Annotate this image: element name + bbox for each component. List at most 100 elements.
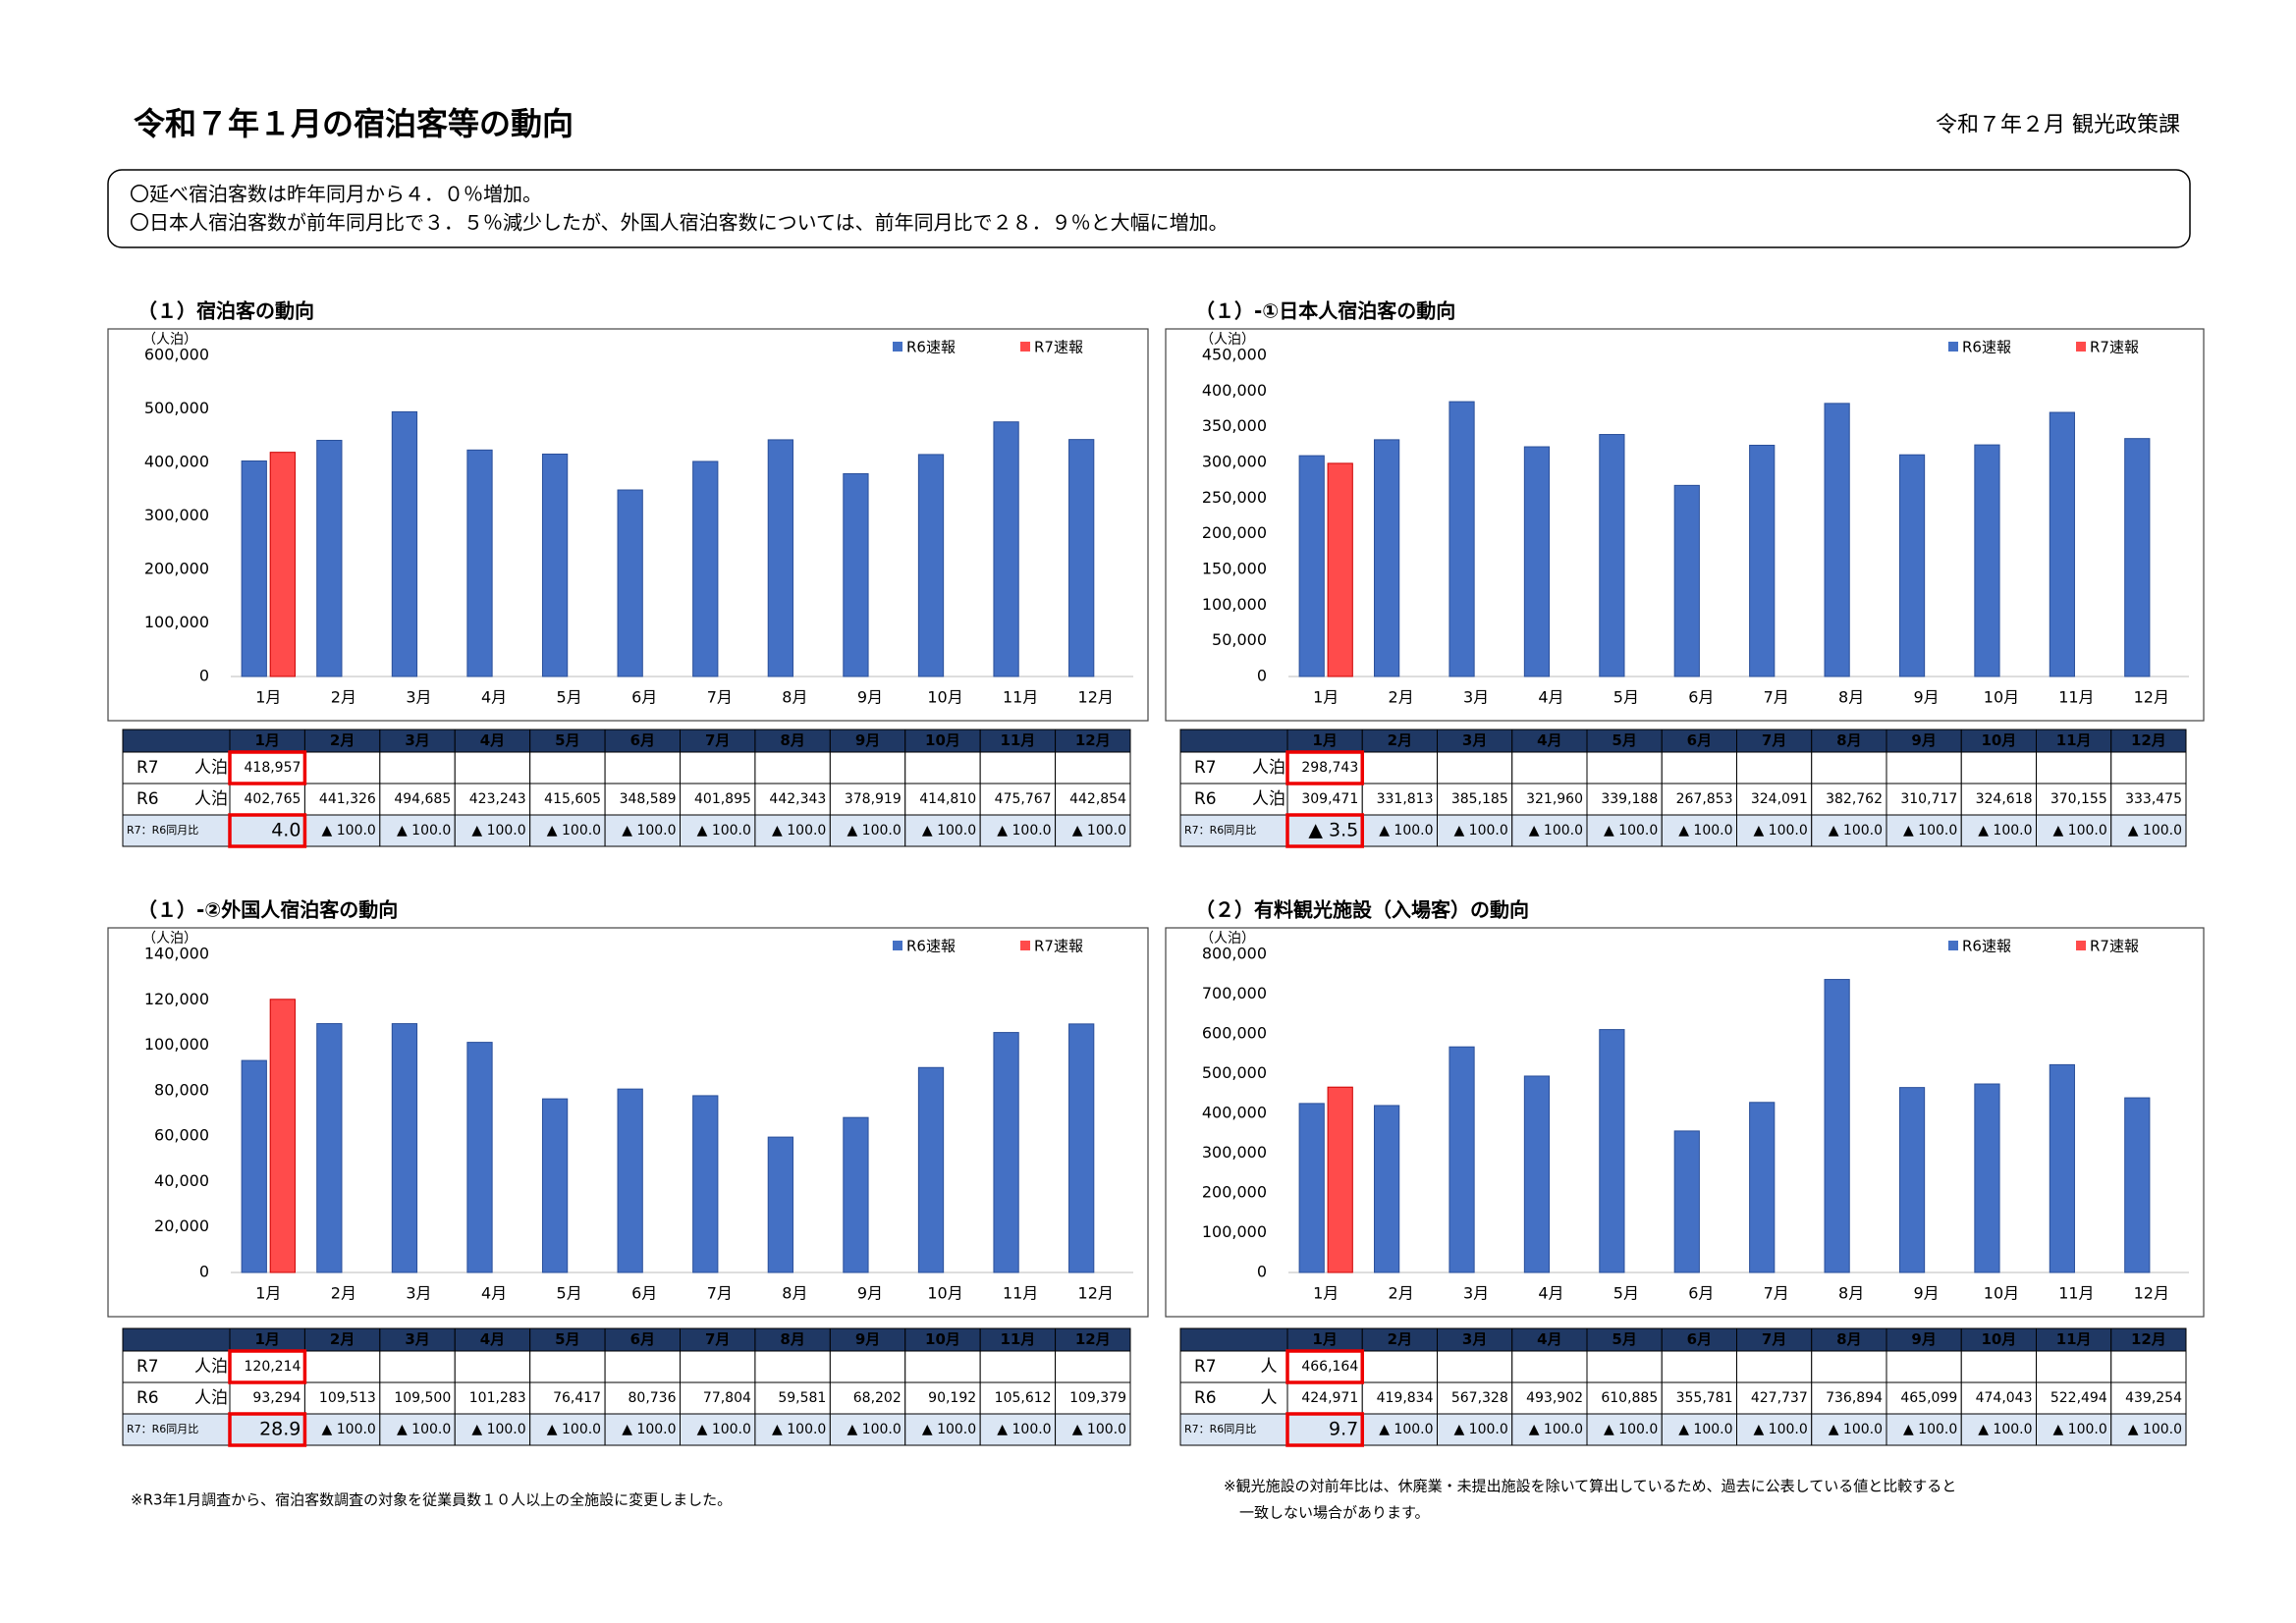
table-cell — [529, 1413, 606, 1446]
x-tick-label: 10月 — [1984, 1284, 2019, 1303]
ratio-value: ▲ 100.0 — [322, 1422, 376, 1437]
y-tick-label: 150,000 — [1202, 560, 1267, 578]
table-header: 11月 — [2056, 731, 2092, 749]
y-tick-label: 0 — [199, 667, 209, 685]
table-value: 439,254 — [2125, 1390, 2182, 1406]
table-cell — [979, 1413, 1057, 1446]
table-header: 11月 — [1000, 1330, 1035, 1348]
y-tick-label: 400,000 — [1202, 1104, 1267, 1122]
table-cell — [1437, 751, 1513, 784]
ratio-value: ▲ 100.0 — [2128, 823, 2182, 839]
table-cell — [529, 814, 606, 847]
ratio-value: ▲ 100.0 — [1453, 1422, 1507, 1437]
bar — [1298, 1103, 1325, 1273]
ratio-value: ▲ 100.0 — [1379, 823, 1433, 839]
ratio-value: ▲ 100.0 — [1903, 823, 1957, 839]
ratio-value: ▲ 100.0 — [471, 1422, 525, 1437]
page-title: 令和７年１月の宿泊客等の動向 — [134, 105, 574, 142]
highlight — [1285, 1349, 1364, 1384]
table-value: 355,781 — [1676, 1390, 1733, 1406]
row-unit: 人泊 — [194, 1388, 228, 1408]
legend-label: R6速報 — [1962, 938, 2011, 955]
highlight — [1285, 1412, 1364, 1447]
table-value: 474,043 — [1976, 1390, 2033, 1406]
bar — [1824, 979, 1850, 1273]
ratio-value: ▲ 100.0 — [1529, 823, 1583, 839]
x-tick-label: 8月 — [782, 688, 807, 707]
table-cell — [2036, 1350, 2112, 1383]
table-cell — [1179, 783, 1288, 816]
table-value: 77,804 — [703, 1390, 751, 1406]
ratio-label: R7：R6同月比 — [1184, 824, 1256, 837]
issuer: 令和７年２月 観光政策課 — [1936, 113, 2180, 137]
chart-title: （２）有料観光施設（入場客）の動向 — [1195, 898, 1529, 922]
table-cell — [229, 1350, 305, 1383]
highlight — [1285, 813, 1364, 848]
bar — [466, 1042, 493, 1273]
x-tick-label: 6月 — [1688, 688, 1714, 707]
table-value: 418,957 — [245, 760, 301, 776]
ratio-value: ▲ 100.0 — [1978, 1422, 2032, 1437]
table-cell — [1286, 751, 1363, 784]
table-value: 567,328 — [1451, 1390, 1508, 1406]
table-cell — [1661, 1350, 1737, 1383]
table-header: 12月 — [2131, 731, 2166, 749]
highlight — [228, 1412, 307, 1447]
ratio-value: ▲ 100.0 — [847, 823, 901, 839]
table-cell — [680, 1413, 756, 1446]
ratio-value: ▲ 100.0 — [622, 1422, 676, 1437]
table-value: 423,243 — [469, 791, 526, 807]
table-header: 11月 — [2056, 1330, 2092, 1348]
table-cell — [2036, 751, 2112, 784]
table-header: 8月 — [780, 731, 804, 749]
table-cell — [829, 1381, 906, 1415]
x-tick-label: 8月 — [1838, 1284, 1864, 1303]
table-header: 4月 — [480, 1330, 505, 1348]
row-unit: 人泊 — [1252, 758, 1285, 778]
highlight — [228, 1349, 307, 1384]
bar — [316, 1023, 343, 1273]
table-header: 7月 — [1762, 731, 1786, 749]
ratio-value: ▲ 100.0 — [1604, 823, 1658, 839]
bar — [1327, 462, 1353, 677]
table-cell — [2110, 751, 2187, 784]
table-cell — [829, 1350, 906, 1383]
table-cell — [1055, 1413, 1131, 1446]
table-cell — [1886, 751, 1962, 784]
bar — [1449, 401, 1475, 677]
summary-line: 〇延べ宿泊客数は昨年同月から４．０％増加。 — [130, 183, 542, 206]
table-cell — [1511, 1413, 1588, 1446]
y-tick-label: 450,000 — [1202, 346, 1267, 364]
table-cell — [454, 1413, 531, 1446]
bar — [241, 1059, 267, 1273]
chart-title: （１）宿泊客の動向 — [137, 299, 314, 323]
ratio-value: ▲ 100.0 — [997, 823, 1051, 839]
ratio-value: ▲ 100.0 — [397, 1422, 451, 1437]
table-cell — [1055, 783, 1131, 816]
summary-box — [107, 169, 2191, 248]
table-cell — [754, 1413, 831, 1446]
table-cell — [754, 751, 831, 784]
y-tick-label: 350,000 — [1202, 416, 1267, 435]
table-value: 59,581 — [778, 1390, 826, 1406]
table-cell — [303, 751, 381, 784]
x-tick-label: 3月 — [1463, 688, 1489, 707]
y-tick-label: 140,000 — [144, 945, 209, 963]
ratio-value: ▲ 100.0 — [322, 823, 376, 839]
table-cell — [303, 1413, 381, 1446]
x-tick-label: 1月 — [1313, 688, 1339, 707]
table-cell — [1661, 751, 1737, 784]
table-cell — [1361, 1350, 1438, 1383]
table-cell — [829, 814, 906, 847]
table-cell — [1811, 1381, 1887, 1415]
ratio-value: 28.9 — [259, 1419, 301, 1440]
highlight — [228, 813, 307, 848]
chart-title: （１）-①日本人宿泊客の動向 — [1195, 299, 1455, 323]
table-cell — [2110, 1381, 2187, 1415]
ratio-value: ▲ 100.0 — [697, 823, 751, 839]
table-cell — [529, 1350, 606, 1383]
bar — [391, 410, 418, 677]
y-tick-label: 100,000 — [1202, 1222, 1267, 1241]
x-tick-label: 9月 — [1913, 1284, 1939, 1303]
